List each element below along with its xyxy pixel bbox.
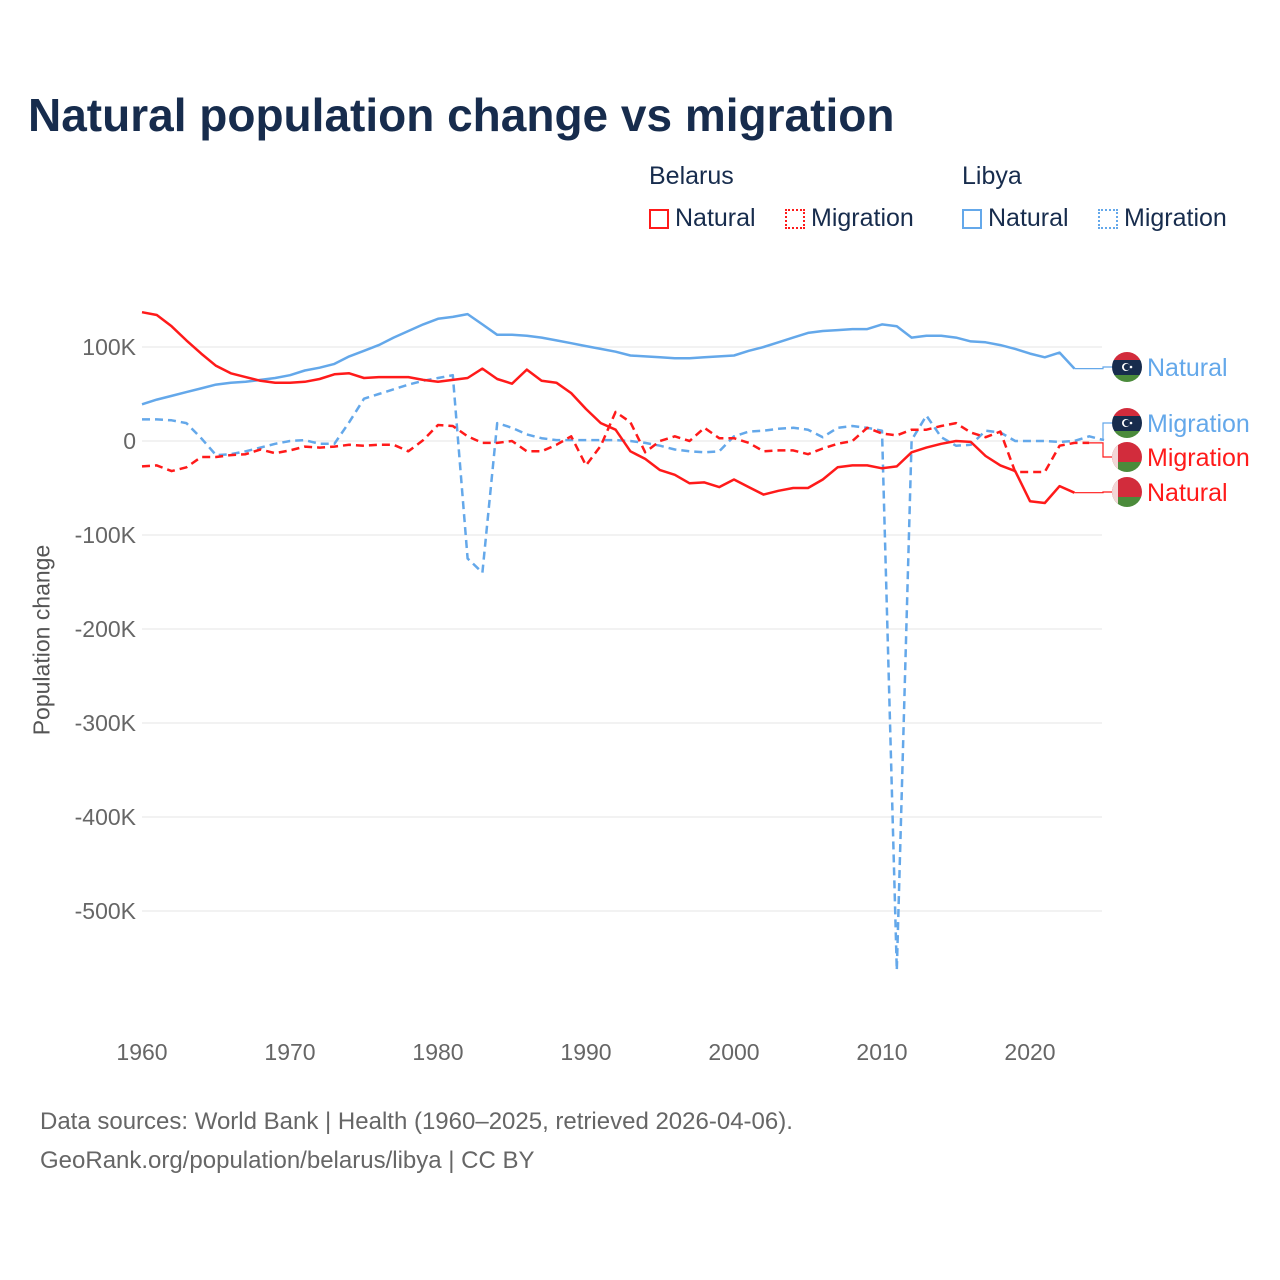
- belarus-flag-icon: [1112, 442, 1142, 472]
- x-tick-label: 1960: [116, 1039, 167, 1065]
- x-tick-label: 2020: [1004, 1039, 1055, 1065]
- series-line-belarus-migration: [141, 410, 1090, 474]
- series-line-libya-migration: [142, 373, 1105, 972]
- legend-swatch-dotted: [1098, 208, 1118, 229]
- crescent-cut: [1123, 363, 1131, 371]
- flag-stripe: [1112, 442, 1142, 462]
- legend-group-libya: Libya Natural Migration: [962, 162, 1227, 232]
- legend-group-belarus: Belarus Natural Migration: [649, 162, 914, 232]
- flag-ornament: [1112, 477, 1118, 507]
- legend-swatch-solid: [649, 208, 669, 229]
- end-label: Migration: [1147, 410, 1250, 438]
- legend-item-belarus-natural[interactable]: Natural: [649, 204, 756, 233]
- flag-stripe: [1112, 477, 1142, 497]
- y-tick-label: 0: [123, 428, 136, 454]
- flag-stripe: [1112, 462, 1142, 472]
- libya-flag-icon: [1112, 408, 1142, 438]
- end-label-connector: [1102, 422, 1112, 441]
- flag-stripe: [1112, 497, 1142, 507]
- legend-item-belarus-migration[interactable]: Migration: [785, 204, 914, 233]
- chart-title: Natural population change vs migration: [28, 89, 895, 141]
- x-tick-label: 2000: [708, 1039, 759, 1065]
- y-tick-label: -400K: [75, 804, 137, 830]
- end-label-connector: [1074, 491, 1112, 494]
- legend-group-title: Belarus: [649, 162, 734, 190]
- flag-stripe: [1112, 352, 1142, 360]
- footer-credit[interactable]: GeoRank.org/population/belarus/libya | C…: [40, 1147, 535, 1174]
- libya-flag-icon: [1112, 352, 1142, 382]
- flag-stripe: [1112, 431, 1142, 438]
- x-tick-label: 2010: [856, 1039, 907, 1065]
- y-tick-label: 100K: [82, 334, 136, 360]
- series-line-libya-natural: [141, 312, 1076, 406]
- end-label-connector: [1089, 442, 1112, 458]
- legend-label: Migration: [811, 204, 914, 232]
- legend-label: Migration: [1124, 204, 1227, 232]
- legend-swatch-solid: [962, 208, 982, 229]
- flag-stripe: [1112, 408, 1142, 416]
- y-tick-label: -100K: [75, 522, 137, 548]
- y-axis-label: Population change: [28, 544, 55, 736]
- x-tick-label: 1990: [560, 1039, 611, 1065]
- legend-label: Natural: [675, 204, 756, 232]
- belarus-flag-icon: [1112, 477, 1142, 507]
- y-tick-label: -200K: [75, 616, 137, 642]
- legend-label: Natural: [988, 204, 1069, 232]
- end-label: Natural: [1147, 479, 1228, 507]
- flag-ornament: [1112, 442, 1118, 472]
- y-tick-label: -500K: [75, 898, 137, 924]
- legend-item-libya-natural[interactable]: Natural: [962, 204, 1069, 233]
- star: [1129, 421, 1133, 425]
- footer-source: Data sources: World Bank | Health (1960–…: [40, 1108, 793, 1135]
- star: [1129, 365, 1133, 369]
- legend-swatch-dotted: [785, 208, 805, 229]
- end-label-connector: [1074, 366, 1112, 370]
- series-line-belarus-natural: [141, 310, 1075, 505]
- flag-stripe: [1112, 375, 1142, 382]
- crescent-cut: [1123, 419, 1131, 427]
- y-tick-label: -300K: [75, 710, 137, 736]
- x-tick-label: 1980: [412, 1039, 463, 1065]
- end-label: Natural: [1147, 354, 1228, 382]
- legend-group-title: Libya: [962, 162, 1022, 190]
- x-tick-label: 1970: [264, 1039, 315, 1065]
- legend-item-libya-migration[interactable]: Migration: [1098, 204, 1227, 233]
- end-label: Migration: [1147, 444, 1250, 472]
